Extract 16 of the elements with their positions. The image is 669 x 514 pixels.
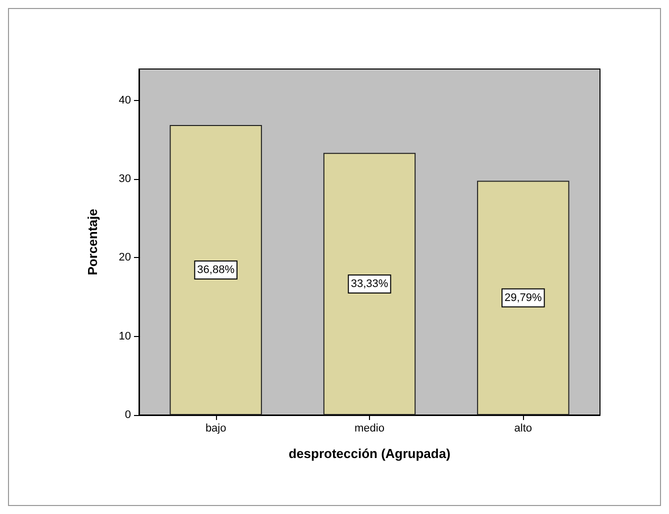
- bar: [170, 124, 262, 415]
- bar: [477, 180, 570, 415]
- x-axis-title: desprotección (Agrupada): [288, 446, 450, 461]
- x-tick-label: alto: [514, 422, 532, 434]
- y-tick-label: 20: [118, 252, 131, 264]
- data-label: 36,88%: [197, 264, 235, 276]
- y-tick-label: 30: [118, 173, 131, 186]
- x-tick-label: bajo: [205, 422, 226, 434]
- y-axis-title: Porcentaje: [85, 208, 100, 276]
- x-tick-label: medio: [354, 422, 384, 434]
- data-label: 33,33%: [350, 278, 388, 290]
- data-label: 29,79%: [504, 292, 542, 304]
- y-tick-label: 0: [124, 409, 131, 421]
- y-tick-label: 40: [118, 94, 131, 106]
- bar: [323, 152, 416, 415]
- y-tick-label: 10: [118, 330, 131, 342]
